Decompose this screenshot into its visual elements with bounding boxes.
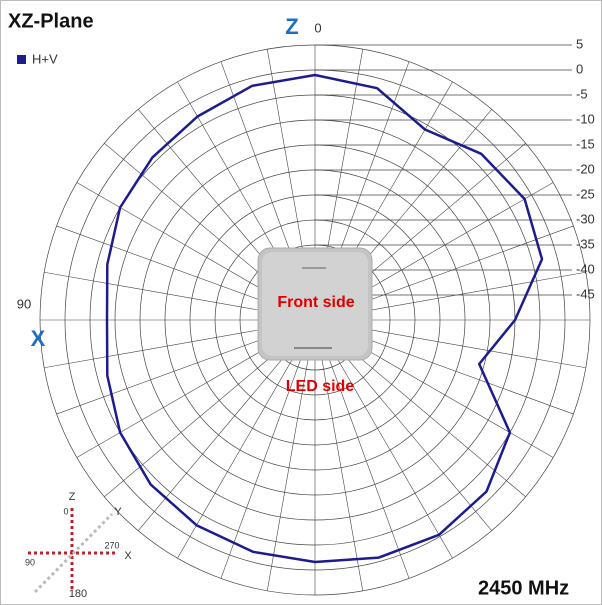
annotation: Front side — [277, 294, 354, 311]
inset-label: 270 — [104, 540, 119, 550]
angle-label: 180 — [304, 602, 326, 605]
r-tick-label: -45 — [576, 286, 595, 301]
angle-label: 90 — [17, 296, 31, 311]
axes-inset — [28, 508, 118, 594]
annotation: 2450 MHz — [478, 577, 569, 599]
legend-label: H+V — [32, 51, 58, 66]
legend-swatch — [17, 55, 26, 64]
annotation: X — [31, 326, 46, 351]
r-tick-label: -15 — [576, 136, 595, 151]
inset-label: Z — [69, 491, 76, 503]
r-tick-label: -30 — [576, 211, 595, 226]
r-tick-label: -25 — [576, 186, 595, 201]
r-tick-label: -20 — [576, 161, 595, 176]
polar-grid — [39, 44, 591, 596]
annotation: Z — [285, 14, 298, 39]
r-tick-label: 0 — [576, 61, 583, 76]
inset-label: Y — [114, 506, 122, 518]
r-tick-label: -35 — [576, 236, 595, 251]
inset-label: 180 — [69, 588, 87, 600]
inset-label: X — [124, 550, 132, 562]
chart-title: XZ-Plane — [8, 10, 94, 32]
pattern-line — [105, 73, 544, 564]
r-tick-label: -40 — [576, 261, 595, 276]
device-image — [257, 247, 373, 361]
series-layer — [105, 73, 544, 564]
r-tick-label: -5 — [576, 86, 588, 101]
annotation: LED side — [286, 378, 355, 395]
inset-label: 0 — [63, 506, 68, 516]
angle-label: 0 — [314, 20, 321, 35]
r-tick-label: -10 — [576, 111, 595, 126]
r-tick-label: 5 — [576, 36, 583, 51]
inset-label: 90 — [25, 557, 35, 567]
